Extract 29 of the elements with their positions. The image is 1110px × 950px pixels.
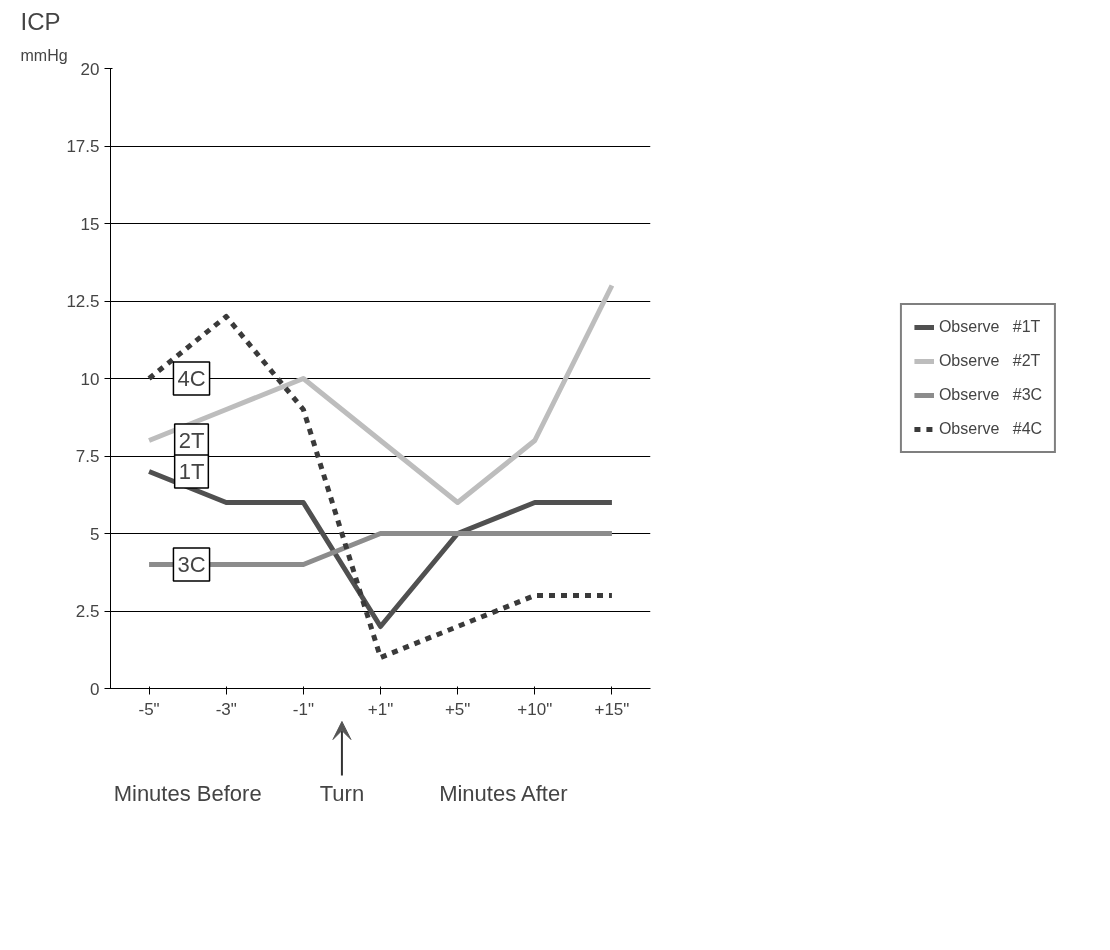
y-tick-label: 20: [80, 59, 100, 79]
text: Turn: [319, 781, 365, 806]
x-tick-label: +5": [444, 699, 471, 719]
annotation: 2T: [178, 428, 205, 453]
text: Minutes Before: [113, 781, 262, 806]
y-tick-label: 5: [90, 524, 100, 544]
y-axis-title: mmHg: [20, 46, 68, 64]
x-tick-label: +10": [517, 699, 553, 719]
y-tick-label: 2.5: [75, 602, 100, 621]
annotation: 1T: [178, 459, 205, 484]
x-tick-label: -1": [292, 699, 314, 719]
legend-label: Observe #3C: [938, 386, 1043, 404]
y-tick-label: 10: [80, 369, 100, 389]
text: Minutes After: [439, 781, 568, 806]
x-tick-label: +1": [367, 699, 394, 719]
y-tick-label: 12.5: [66, 292, 100, 311]
x-tick-label: +15": [594, 699, 630, 719]
y-tick-label: 17.5: [66, 137, 100, 156]
legend-label: Observe #1T: [938, 318, 1041, 336]
y-tick-label: 15: [80, 214, 100, 234]
x-tick-label: -5": [138, 699, 160, 719]
legend-label: Observe #4C: [938, 420, 1043, 438]
annotation: 3C: [177, 552, 206, 577]
chart-title: ICP: [20, 7, 61, 35]
annotation: 4C: [177, 366, 206, 391]
x-tick-label: -3": [215, 699, 237, 719]
y-tick-label: 0: [90, 679, 100, 699]
y-tick-label: 7.5: [75, 447, 100, 466]
legend-label: Observe #2T: [938, 352, 1041, 370]
